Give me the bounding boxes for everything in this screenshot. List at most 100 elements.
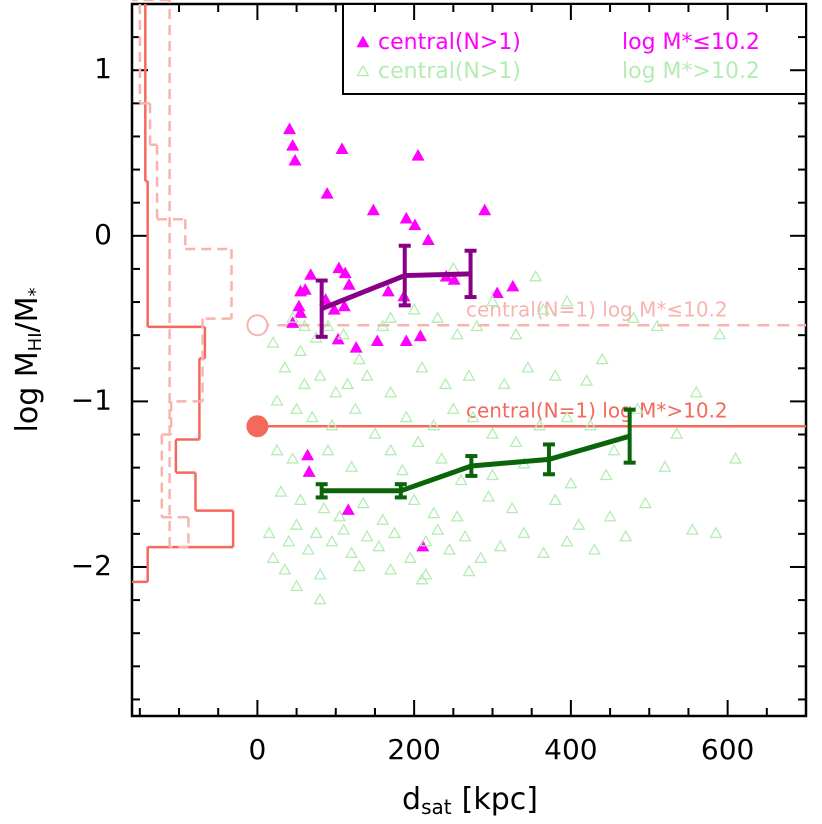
data-point: [341, 503, 355, 515]
data-point: [335, 142, 349, 154]
data-point: [533, 418, 547, 431]
data-point: [360, 369, 374, 381]
data-point: [352, 352, 366, 365]
data-point: [338, 266, 352, 279]
data-point: [399, 211, 413, 224]
data-point: [548, 493, 562, 505]
data-point: [293, 284, 308, 297]
data-point: [529, 269, 543, 282]
data-point: [431, 523, 445, 535]
y-label-mid: /M: [10, 297, 45, 333]
data-point: [407, 493, 421, 505]
data-point: [447, 273, 461, 285]
data-point: [356, 496, 370, 509]
reference-label: central(N=1) log M*>10.2: [466, 399, 728, 423]
data-point: [486, 468, 500, 481]
data-point: [270, 443, 284, 456]
data-point: [427, 418, 441, 431]
data-point: [384, 311, 398, 323]
data-point: [290, 579, 304, 592]
data-point: [282, 534, 296, 547]
data-point: [286, 139, 300, 151]
data-point: [536, 302, 550, 315]
data-point: [607, 443, 621, 456]
data-point: [442, 543, 456, 555]
reference-marker: [246, 314, 269, 337]
data-point: [333, 509, 347, 522]
data-point: [595, 352, 609, 365]
data-point: [413, 329, 427, 342]
data-point: [454, 473, 468, 486]
data-point: [490, 286, 504, 299]
data-point: [366, 203, 380, 216]
data-point: [505, 501, 519, 514]
data-point: [685, 523, 699, 535]
data-point: [384, 385, 398, 398]
data-point: [450, 509, 464, 522]
data-point: [728, 452, 742, 464]
x-label-unit: [kpc]: [462, 782, 538, 817]
data-point: [462, 369, 476, 381]
data-point: [466, 410, 480, 423]
data-point: [587, 543, 601, 555]
data-point: [509, 327, 523, 340]
data-point: [493, 539, 507, 552]
data-point: [411, 149, 425, 161]
data-point: [478, 203, 492, 216]
data-point: [301, 448, 315, 461]
data-point: [305, 410, 319, 423]
data-point: [506, 279, 520, 292]
data-point: [407, 302, 421, 315]
y-label-main: log M: [10, 351, 45, 432]
data-point: [486, 427, 500, 439]
y-tick-label: 1: [94, 52, 112, 85]
reference-marker: [246, 415, 269, 438]
reference-label: central(N=1) log M*≤10.2: [466, 298, 728, 322]
y-axis-label: log MHI/M*: [10, 288, 47, 433]
y-tick-label: −1: [71, 383, 112, 416]
legend-group: log M*>10.2: [622, 59, 760, 84]
data-point: [348, 402, 362, 414]
data-point: [293, 493, 308, 505]
plot-frame: [130, 2, 808, 718]
data-point: [408, 218, 422, 231]
data-point: [580, 374, 594, 386]
data-point: [583, 418, 597, 431]
data-point: [278, 360, 292, 373]
data-point: [290, 518, 304, 530]
data-point: [395, 463, 409, 476]
data-point: [411, 435, 425, 448]
data-point: [658, 460, 672, 472]
data-point: [313, 567, 327, 580]
data-point: [470, 319, 484, 332]
data-point: [337, 299, 351, 312]
data-point: [521, 360, 535, 373]
data-point: [304, 268, 318, 280]
data-point: [321, 319, 335, 332]
data-point: [419, 534, 433, 547]
data-point: [421, 233, 435, 246]
data-point: [278, 562, 292, 575]
y-tick-label: −2: [71, 549, 112, 582]
data-point: [713, 327, 727, 340]
data-point: [297, 319, 311, 332]
data-point: [458, 529, 472, 542]
data-point: [564, 476, 578, 489]
y-label-sub: HI: [25, 333, 46, 352]
data-point: [497, 377, 511, 390]
x-label-main: d: [402, 782, 421, 817]
data-point: [399, 410, 413, 423]
y-tick-label: 0: [94, 218, 112, 251]
data-point: [450, 327, 464, 340]
data-point: [376, 513, 390, 525]
data-point: [360, 529, 374, 542]
data-point: [283, 122, 297, 135]
data-point: [293, 344, 308, 356]
data-point: [438, 377, 452, 390]
legend-label: central(N>1): [378, 30, 521, 55]
data-point: [341, 377, 355, 390]
data-point: [266, 551, 280, 563]
data-point: [321, 443, 335, 456]
legend-marker: [356, 35, 370, 48]
median-line: [321, 433, 631, 494]
